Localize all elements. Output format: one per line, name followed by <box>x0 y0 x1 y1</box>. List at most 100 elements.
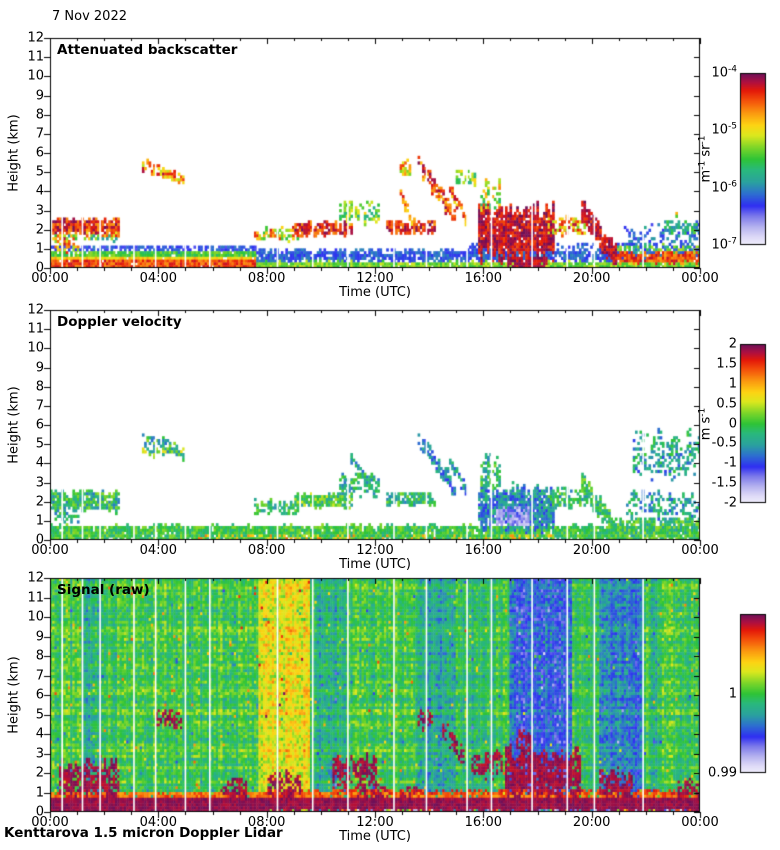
colorbar-tick-base: 10 <box>711 180 729 196</box>
colorbar-tick-label: 1 <box>729 377 737 390</box>
x-tick-label: 12:00 <box>356 815 394 830</box>
backscatter-panel-title: Attenuated backscatter <box>57 42 238 58</box>
y-tick-label: 6 <box>35 145 44 161</box>
colorbar-tick-base: 1.5 <box>716 356 737 372</box>
y-tick-label: 7 <box>35 126 44 142</box>
velocity-panel-title: Doppler velocity <box>57 314 182 330</box>
colorbar-tick-base: -0.5 <box>711 435 737 451</box>
y-tick-label: 8 <box>35 379 44 395</box>
x-tick-label: 08:00 <box>247 543 286 558</box>
colorbar-tick-label: 10-4 <box>711 64 737 81</box>
x-tick-label: 00:00 <box>31 271 69 286</box>
colorbar-tick-base: 0 <box>728 416 737 431</box>
x-tick-label: 00:00 <box>31 815 69 830</box>
colorbar-tick-label: 10-7 <box>711 237 737 253</box>
colorbar-tick-label: 0.99 <box>708 767 737 780</box>
x-tick-label: 00:00 <box>681 543 719 558</box>
x-tick-label: 08:00 <box>247 815 286 830</box>
y-tick-label: 11 <box>27 590 44 605</box>
date-label: 7 Nov 2022 <box>52 9 127 24</box>
x-tick-label: 04:00 <box>139 271 178 286</box>
y-tick-label: 10 <box>27 68 44 84</box>
y-tick-label: 2 <box>35 494 44 510</box>
y-tick-label: 1 <box>35 241 44 257</box>
colorbar-tick-base: 10 <box>711 65 729 81</box>
colorbar-tick-label: 10-5 <box>711 121 737 137</box>
y-tick-label: 10 <box>27 340 44 356</box>
colorbar-tick-base: 10 <box>711 237 729 253</box>
velocity-colorbar-unit: m s-1 <box>697 407 714 441</box>
colorbar-tick-label: -0.5 <box>712 437 737 450</box>
y-tick-label: 5 <box>35 707 44 722</box>
x-tick-label: 12:00 <box>356 543 394 558</box>
signal-plot-area <box>50 578 700 812</box>
y-tick-label: 2 <box>35 765 44 781</box>
y-tick-label: 9 <box>35 360 44 375</box>
colorbar-tick-label: -1.5 <box>712 477 737 490</box>
colorbar-tick-label: 10-6 <box>711 179 737 196</box>
y-tick-label: 3 <box>35 203 44 218</box>
colorbar-tick-label: -1 <box>724 457 737 470</box>
signal-x-axis-label: Time (UTC) <box>339 829 411 844</box>
y-tick-label: 1 <box>35 513 44 529</box>
colorbar-tick-base: 0.99 <box>708 765 737 781</box>
y-tick-label: 3 <box>35 475 44 490</box>
x-tick-label: 12:00 <box>356 271 394 286</box>
x-tick-label: 16:00 <box>464 815 503 830</box>
colorbar-tick-base: 0.5 <box>716 396 737 412</box>
y-tick-label: 5 <box>35 436 44 452</box>
colorbar-unit-part: sr <box>698 144 714 161</box>
y-tick-label: 8 <box>35 648 44 664</box>
y-tick-label: 2 <box>35 222 44 238</box>
x-tick-label: 08:00 <box>247 271 286 286</box>
y-tick-label: 3 <box>35 746 44 761</box>
signal-colorbar <box>740 614 766 773</box>
backscatter-colorbar <box>740 73 766 245</box>
colorbar-tick-label: 0.5 <box>716 397 737 410</box>
colorbar-tick-label: 1 <box>729 687 737 700</box>
y-tick-label: 12 <box>27 30 44 46</box>
signal-panel-title: Signal (raw) <box>57 582 150 598</box>
velocity-x-axis-label: Time (UTC) <box>339 557 411 572</box>
y-tick-label: 11 <box>27 49 44 65</box>
colorbar-tick-base: 1 <box>728 376 737 392</box>
x-tick-label: 00:00 <box>681 815 719 830</box>
colorbar-tick-base: -1 <box>724 455 737 471</box>
colorbar-unit-part: -1 <box>697 407 708 417</box>
backscatter-plot-area <box>50 38 700 268</box>
colorbar-tick-label: 1.5 <box>716 357 737 370</box>
x-tick-label: 00:00 <box>681 271 719 286</box>
y-tick-label: 5 <box>35 164 44 180</box>
colorbar-tick-exponent: -6 <box>728 179 737 190</box>
backscatter-colorbar-unit: m-1 sr-1 <box>697 135 714 183</box>
y-tick-label: 0 <box>35 532 44 548</box>
y-tick-label: 6 <box>35 687 44 703</box>
x-tick-label: 20:00 <box>572 543 611 558</box>
colorbar-unit-part: -1 <box>697 135 708 145</box>
x-tick-label: 04:00 <box>139 815 178 830</box>
colorbar-tick-base: 2 <box>728 336 737 352</box>
y-tick-label: 8 <box>35 107 44 123</box>
backscatter-x-axis-label: Time (UTC) <box>339 285 411 300</box>
x-tick-label: 16:00 <box>464 543 503 558</box>
colorbar-tick-label: 2 <box>729 338 737 351</box>
y-tick-label: 4 <box>35 455 44 471</box>
footer-instrument-label: Kenttarova 1.5 micron Doppler Lidar <box>4 825 283 841</box>
x-tick-label: 20:00 <box>572 271 611 286</box>
colorbar-tick-label: -2 <box>724 497 737 510</box>
velocity-colorbar <box>740 344 766 503</box>
y-tick-label: 1 <box>35 785 44 800</box>
y-tick-label: 0 <box>35 804 44 820</box>
y-tick-label: 9 <box>35 629 44 644</box>
x-tick-label: 20:00 <box>572 815 611 830</box>
velocity-plot-area <box>50 310 700 540</box>
x-tick-label: 16:00 <box>464 271 503 286</box>
colorbar-tick-exponent: -5 <box>728 121 737 132</box>
y-tick-label: 11 <box>27 321 44 337</box>
colorbar-tick-exponent: -4 <box>728 64 737 75</box>
y-tick-label: 12 <box>27 302 44 318</box>
colorbar-tick-label: 0 <box>729 417 737 430</box>
y-tick-label: 10 <box>27 609 44 625</box>
